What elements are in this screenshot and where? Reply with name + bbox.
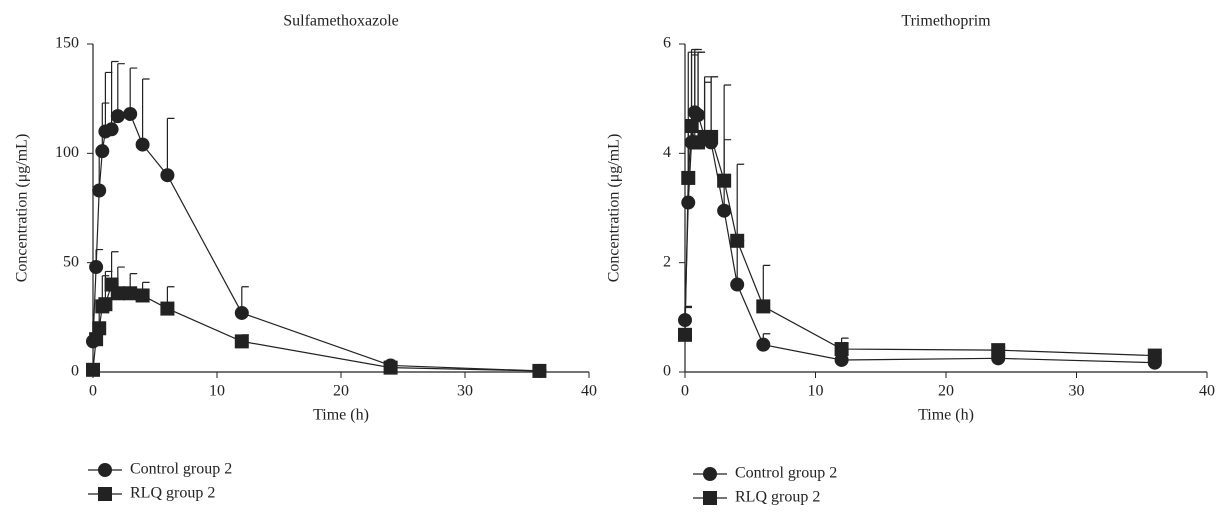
x-tick-label: 0 [89,383,97,400]
x-tick-label: 40 [1199,383,1215,400]
error-bar [703,76,712,137]
error-bar [117,63,125,117]
x-axis-label: Time (h) [313,407,369,424]
data-point [383,360,398,375]
data-point [92,183,107,198]
data-point [123,106,138,121]
data-point [717,173,732,188]
data-point [678,327,692,342]
legend-marker [98,487,112,501]
data-point [756,299,771,314]
x-tick-label: 30 [1069,383,1085,400]
y-tick-label: 4 [663,144,671,161]
y-tick-label: 150 [55,35,79,52]
data-point [160,168,175,183]
data-point [89,332,104,347]
error-bar [142,78,150,145]
data-point [717,203,732,218]
y-tick-label: 0 [663,363,671,380]
legend-marker [703,467,717,481]
legend-label: Control group 2 [735,465,837,482]
x-tick-label: 0 [681,383,689,400]
error-bar [723,84,732,181]
data-point [89,260,104,275]
series-line [684,125,1155,357]
data-point [110,286,125,301]
legend-label: RLQ group 2 [130,485,215,502]
x-tick-label: 20 [938,383,954,400]
error-bar [710,76,719,137]
data-point [681,170,696,185]
data-point [834,352,849,367]
data-point [123,286,138,301]
legend-marker [703,491,717,505]
y-tick-label: 50 [63,253,79,270]
error-bar [690,48,699,126]
data-point [104,122,119,137]
series-line [92,113,540,372]
y-tick-label: 6 [663,35,671,52]
data-point [98,297,113,312]
legend-marker [98,463,112,477]
data-point [756,337,771,352]
data-point [234,305,249,320]
data-point [160,301,175,316]
data-point [110,109,125,124]
data-point [1147,348,1162,363]
data-point [684,119,699,133]
legend-label: RLQ group 2 [735,489,820,506]
data-point [730,233,745,248]
y-axis-label: Concentration (μg/mL) [14,134,31,283]
x-tick-label: 10 [808,383,824,400]
x-tick-label: 20 [333,383,349,400]
error-bar [736,163,745,241]
x-tick-label: 30 [457,383,473,400]
series-line [684,111,1155,364]
data-point [135,137,150,152]
x-tick-label: 10 [209,383,225,400]
data-point [834,342,849,357]
chart-title: Trimethoprim [901,13,991,30]
chart-title: Sulfamethoxazole [283,13,399,30]
y-tick-label: 2 [663,253,671,270]
data-point [991,343,1006,358]
y-tick-label: 100 [55,144,79,161]
data-point [234,334,249,349]
legend-label: Control group 2 [130,461,232,478]
x-axis-label: Time (h) [918,407,974,424]
data-point [92,321,107,336]
data-point [704,129,719,144]
series-line [92,283,540,372]
error-bar [129,67,138,114]
x-tick-label: 40 [581,383,597,400]
data-point [730,277,745,292]
data-point [532,363,547,378]
y-tick-label: 0 [71,363,79,380]
y-axis-label: Concentration (μg/mL) [606,134,623,283]
data-point [135,288,150,303]
error-bar [166,117,175,176]
data-point [95,144,110,159]
data-point [86,362,100,377]
